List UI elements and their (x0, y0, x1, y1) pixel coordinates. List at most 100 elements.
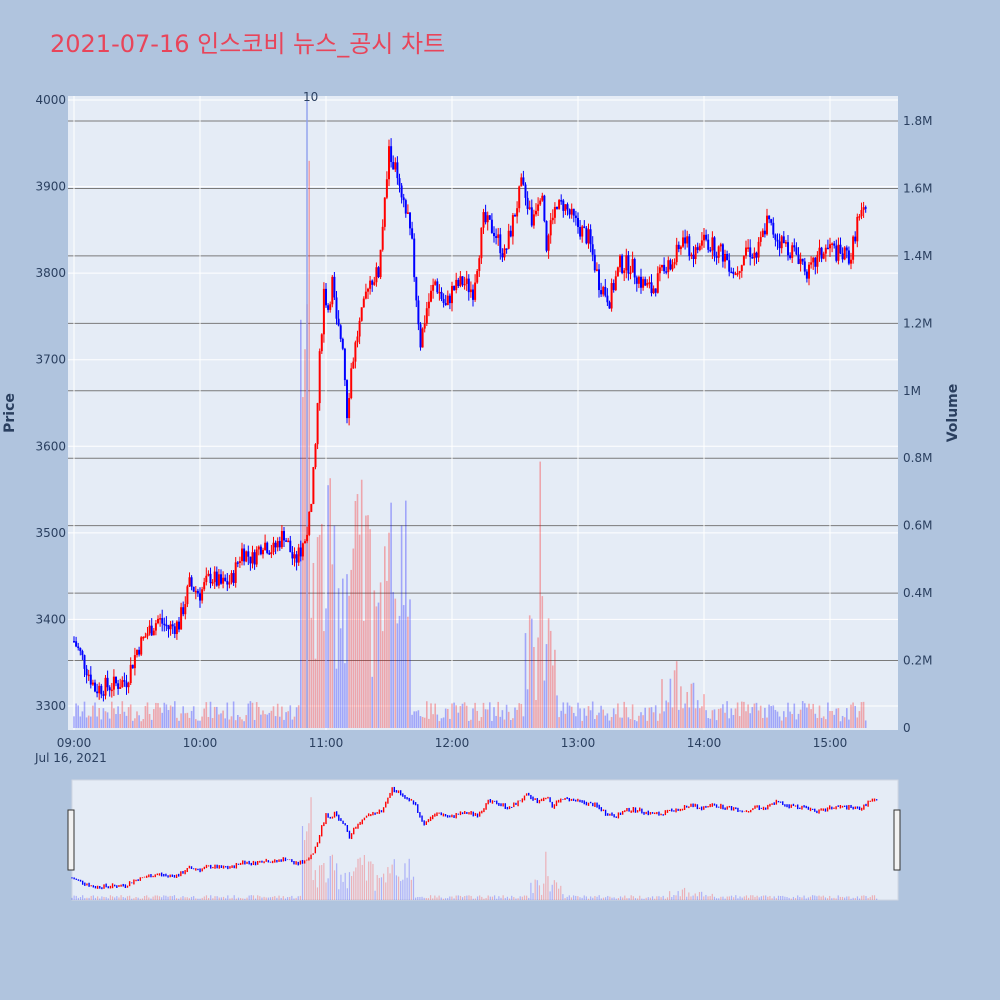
mini-volume-bar (780, 896, 782, 900)
candle-body (83, 655, 86, 669)
volume-bar (554, 649, 556, 728)
mini-volume-bar (99, 898, 101, 900)
mini-volume-bar (536, 880, 538, 900)
volume-bar (573, 712, 575, 728)
candle-body (381, 226, 384, 250)
candle-body (742, 255, 745, 266)
mini-volume-bar (133, 898, 135, 900)
volume-bar (579, 708, 581, 728)
range-slider[interactable] (71, 779, 899, 901)
mini-volume-bar (141, 898, 144, 900)
volume-bar (83, 701, 86, 728)
volume-tick-label: 0.4M (903, 586, 932, 600)
volume-bar (654, 705, 657, 728)
mini-volume-bar (329, 856, 331, 900)
mini-volume-bar (269, 897, 272, 900)
volume-bar (709, 718, 712, 728)
mini-volume-bar (114, 897, 116, 900)
volume-bar (180, 713, 182, 728)
volume-bar (705, 710, 707, 728)
mini-volume-bar (137, 897, 139, 900)
candle-body (803, 261, 806, 272)
mini-volume-bar (374, 890, 376, 900)
mini-volume-bar (79, 896, 82, 900)
candle-body (600, 290, 603, 295)
volume-bar (633, 720, 636, 728)
mini-volume-bar (263, 896, 265, 900)
candle-body (755, 252, 758, 258)
volume-bar (176, 717, 178, 728)
mini-volume-bar (837, 895, 839, 900)
mini-volume-bar (786, 897, 788, 900)
candle-body (354, 342, 357, 362)
mini-volume-bar (429, 895, 432, 900)
volume-bar (127, 707, 130, 728)
mini-volume-bar (555, 882, 558, 900)
mini-volume-bar (826, 898, 829, 900)
volume-bar (381, 631, 384, 728)
volume-bar (627, 717, 630, 728)
volume-bar (451, 703, 453, 728)
mini-volume-bar (715, 898, 718, 900)
volume-bar (318, 534, 321, 728)
candle-body (541, 195, 544, 201)
candle-body (394, 162, 397, 170)
candle-body (776, 239, 779, 242)
range-slider-handle-left[interactable] (67, 809, 75, 871)
mini-volume-bar (214, 896, 216, 900)
mini-volume-bar (361, 864, 363, 900)
volume-bar (239, 716, 241, 728)
volume-bar (447, 708, 449, 728)
candle-body (339, 325, 342, 339)
candle-body (117, 683, 120, 689)
candle-body (484, 212, 487, 223)
mini-volume-bar (767, 896, 769, 900)
candle-body (740, 265, 743, 272)
mini-volume-bar (692, 895, 694, 900)
volume-bar (293, 716, 296, 728)
candle-body (266, 542, 269, 553)
mini-volume-bar (822, 895, 824, 900)
candle-body (604, 286, 607, 296)
candle-body (642, 279, 645, 288)
volume-bar (146, 702, 149, 728)
mini-volume-bar (782, 895, 784, 900)
volume-bar (134, 718, 136, 728)
candle-body (209, 573, 212, 584)
volume-bar (375, 606, 378, 728)
candle-body (730, 271, 733, 274)
candle-body (627, 255, 630, 274)
mini-volume-bar (158, 896, 161, 900)
volume-bar (793, 703, 796, 728)
volume-bar (612, 708, 615, 728)
candle-body (350, 368, 353, 399)
candle-body (511, 215, 514, 237)
candle-body (614, 276, 617, 291)
range-slider-handle-right[interactable] (893, 809, 901, 871)
mini-volume-bar (686, 896, 688, 900)
volume-bar (186, 712, 189, 728)
volume-bar (850, 704, 852, 728)
candle-body (123, 680, 126, 682)
candle-body (656, 273, 659, 293)
mini-volume-bar (442, 898, 444, 900)
volume-bar (85, 717, 88, 728)
mini-volume-bar (190, 896, 193, 900)
candle-body (692, 254, 695, 260)
candle-body (606, 295, 609, 303)
candle-body (249, 556, 252, 564)
mini-volume-bar (579, 897, 581, 900)
mini-volume-bar (295, 897, 297, 900)
mini-volume-bar (651, 896, 654, 900)
candle-body (199, 593, 201, 601)
mini-volume-bar (304, 840, 306, 900)
volume-bar (224, 718, 226, 728)
mini-volume-bar (745, 895, 748, 900)
volume-bar (625, 707, 628, 728)
volume-bar (751, 707, 754, 728)
mini-volume-bar (545, 851, 547, 900)
candle-body (453, 285, 456, 291)
mini-volume-bar (109, 895, 112, 900)
volume-bar (117, 706, 119, 728)
